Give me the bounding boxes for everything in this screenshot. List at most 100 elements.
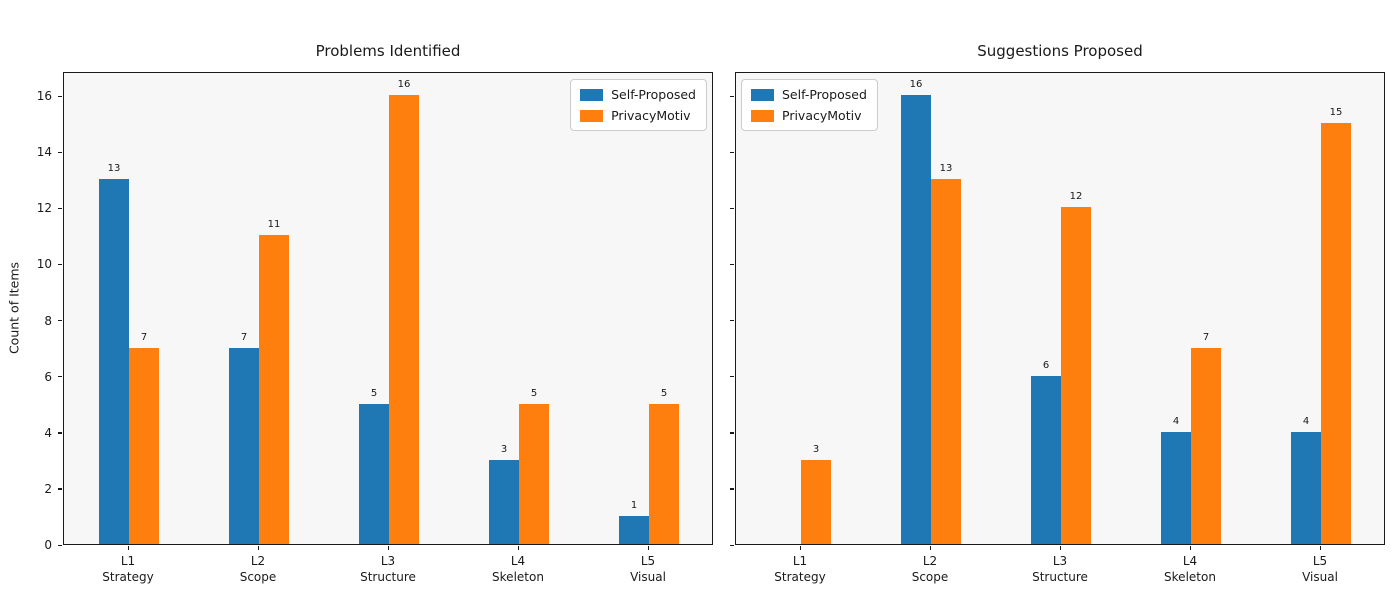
bar-value-label: 3 [812,443,820,455]
bar-value-label: 7 [140,331,148,343]
legend-entry-privacymotiv: PrivacyMotiv [751,108,867,123]
x-category-label-l4: L4 Skeleton [1164,554,1216,584]
bar-value-label: 5 [370,387,378,399]
bar-value-label: 3 [500,443,508,455]
bar-self-proposed-l4 [489,459,519,544]
y-tick-label: 10 [36,257,52,272]
bar-privacymotiv-l1 [801,459,831,544]
bar-privacymotiv-l1 [129,347,159,544]
bar-value-label: 7 [1202,331,1210,343]
y-tick-mark [730,263,734,266]
y-tick-label: 2 [44,481,52,496]
x-tick-mark [1059,546,1061,550]
x-tick-mark [257,546,259,550]
bar-value-label: 16 [909,79,923,91]
y-tick-label: 12 [36,201,52,216]
x-category-label-l3: L3 Structure [360,554,416,584]
y-tick-mark [58,544,62,546]
bar-value-label: 4 [1172,415,1180,427]
bar-value-label: 4 [1302,415,1310,427]
x-category-label-l5: L5 Visual [1302,554,1338,584]
bar-self-proposed-l3 [1031,375,1061,544]
bar-self-proposed-l5 [1291,431,1321,544]
bar-privacymotiv-l2 [931,179,961,544]
bar-self-proposed-l4 [1161,431,1191,544]
bar-value-label: 13 [939,163,953,175]
x-tick-mark [387,546,389,550]
bar-value-label: 1 [630,499,638,511]
axes-problems-identified: 13 7 7 11 5 16 3 5 1 5 Self-Proposed PrivacyMotiv [63,72,713,545]
bar-privacymotiv-l3 [1061,207,1091,544]
legend-swatch-icon [580,88,604,101]
legend: Self-Proposed PrivacyMotiv [741,79,878,131]
y-tick-mark [58,320,62,322]
legend: Self-Proposed PrivacyMotiv [570,79,707,131]
legend-entry-self-proposed: Self-Proposed [580,87,696,102]
bar-privacymotiv-l5 [649,403,679,544]
x-tick-mark [799,546,801,550]
chart-title-suggestions-proposed: Suggestions Proposed [977,42,1143,60]
bar-privacymotiv-l2 [259,235,289,544]
y-tick-mark [730,95,734,97]
y-tick-label: 4 [44,425,52,440]
y-tick-mark [58,95,62,97]
x-tick-mark [1189,546,1191,550]
bar-value-label: 6 [1042,359,1050,371]
x-tick-mark [127,546,129,550]
legend-entry-privacymotiv: PrivacyMotiv [580,108,696,123]
y-tick-mark [730,488,734,490]
bar-privacymotiv-l4 [1191,347,1221,544]
x-tick-mark [929,546,931,550]
bar-value-label: 15 [1329,107,1343,119]
y-tick-label: 6 [44,369,52,384]
legend-swatch-icon [751,88,774,101]
y-tick-mark [58,263,62,266]
y-tick-mark [730,376,734,378]
chart-title-problems-identified: Problems Identified [315,42,461,60]
y-tick-mark [58,376,62,378]
x-tick-mark [1319,546,1321,550]
bar-value-label: 13 [107,163,121,175]
y-tick-mark [58,432,62,434]
bar-value-label: 7 [240,331,248,343]
axes-suggestions-proposed: 3 16 13 6 12 4 7 4 15 Self-Proposed PrivacyMotiv [735,72,1385,545]
bar-self-proposed-l1 [99,179,129,544]
x-category-label-l5: L5 Visual [630,554,666,584]
x-category-label-l3: L3 Structure [1032,554,1088,584]
bar-privacymotiv-l5 [1321,123,1351,544]
y-tick-mark [730,207,734,210]
y-tick-mark [58,151,62,154]
x-category-label-l4: L4 Skeleton [492,554,544,584]
bar-value-label: 5 [530,387,538,399]
y-tick-mark [730,151,734,154]
x-category-label-l1: L1 Strategy [774,554,826,584]
legend-label: Self-Proposed [782,87,867,102]
y-axis-label: Count of Items [6,261,22,355]
x-category-label-l1: L1 Strategy [102,554,154,584]
legend-label: PrivacyMotiv [611,108,691,123]
x-tick-mark [517,546,519,550]
bar-value-label: 16 [397,79,411,91]
bar-self-proposed-l5 [619,515,649,544]
y-tick-mark [730,544,734,546]
y-tick-label: 0 [44,538,52,552]
y-tick-label: 8 [44,313,52,328]
x-category-label-l2: L2 Scope [239,554,277,584]
bar-value-label: 12 [1069,191,1083,203]
y-tick-label: 14 [36,145,52,160]
bar-self-proposed-l2 [229,347,259,544]
y-tick-mark [730,432,734,434]
legend-entry-self-proposed: Self-Proposed [751,87,867,102]
bar-value-label: 11 [267,219,281,231]
bar-self-proposed-l2 [901,95,931,544]
y-tick-label: 16 [36,89,52,104]
bar-privacymotiv-l4 [519,403,549,544]
legend-label: PrivacyMotiv [782,108,862,123]
y-tick-mark [58,207,62,210]
x-tick-mark [647,546,649,550]
y-tick-mark [58,488,62,490]
legend-swatch-icon [751,109,774,122]
legend-swatch-icon [580,109,604,122]
bar-value-label: 5 [660,387,668,399]
y-tick-mark [730,320,734,322]
